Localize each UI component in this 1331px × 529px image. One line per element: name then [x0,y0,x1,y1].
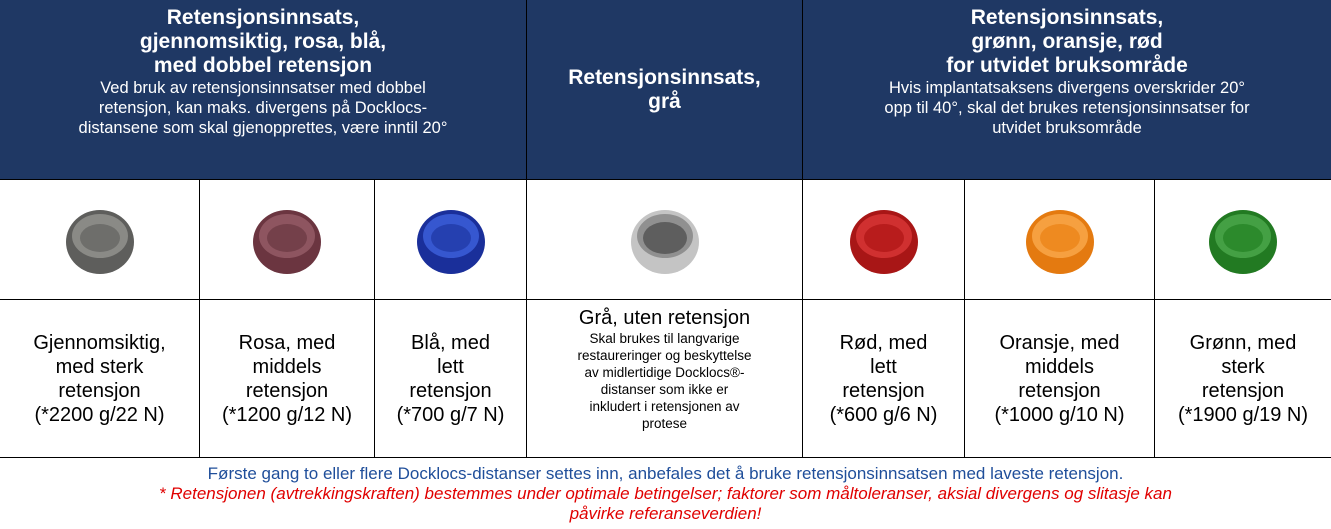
item-text: Rosa, med [238,331,336,354]
header-title: gjennomsiktig, rosa, blå, [139,30,387,53]
header-title: Retensjonsinnsats, [970,6,1164,29]
header-subtitle: opp til 40°, skal det brukes retensjonsi… [884,99,1250,117]
item-text: middels [1025,355,1094,378]
item-note: distanser som ikke er [600,382,729,397]
item-text: retensjon [245,379,329,402]
header-subtitle: retensjon, kan maks. divergens på Docklo… [98,99,428,117]
image-cell [803,180,965,300]
insert-image [65,209,134,274]
desc-cell: Oransje, med middels retensjon (*1000 g/10 … [965,300,1155,458]
insert-image [416,209,485,274]
item-text: retensjon [842,379,925,402]
item-text: retensjon [409,379,492,402]
header-cell: Retensjonsinnsats, gjennomsiktig, rosa, b… [0,0,527,180]
item-text: (*700 g/7 N) [396,403,505,426]
item-text: retensjon [58,379,141,402]
insert-image [1025,209,1094,274]
item-text: Oransje, med [999,331,1120,354]
footer-warning: * Retensjonen (avtrekkingskraften) beste… [159,483,1172,503]
item-text: sterk [1221,355,1265,378]
header-subtitle: Ved bruk av retensjonsinnsatser med dobb… [100,79,426,97]
header-title: for utvidet bruksområde [946,54,1188,77]
desc-cell: Gjennomsiktig, med sterk retensjon (*2200 g… [0,300,200,458]
desc-cell: Grå, uten retensjon Skal brukes til langv… [527,300,803,458]
header-title: Retensjonsinnsats, [166,6,360,29]
item-text: retensjon [1018,379,1101,402]
item-text: Gjennomsiktig, [33,331,166,354]
header-title: Retensjonsinnsats, [568,65,761,89]
header-title: grå [648,89,681,113]
footer-note: Første gang to eller flere Docklocs-dist… [207,463,1124,483]
desc-cell: Rød, med lett retensjon (*600 g/6 N) [803,300,965,458]
insert-image [1209,209,1277,274]
header-subtitle: utvidet bruksområde [992,119,1142,137]
desc-cell: Blå, med lett retensjon (*700 g/7 N) [375,300,527,458]
header-subtitle: Hvis implantatsaksens divergens overskri… [889,79,1245,97]
item-note: Skal brukes til langvarige [589,331,740,346]
image-cell [200,180,375,300]
item-text: Blå, med [411,331,490,354]
header-title: grønn, oransje, rød [971,30,1163,53]
image-cell [375,180,527,300]
item-text: (*1900 g/19 N) [1177,403,1309,426]
item-text: retensjon [1201,379,1285,402]
item-text: (*1200 g/12 N) [221,403,353,426]
item-text: Grå, uten retensjon [578,307,751,329]
image-cell [965,180,1155,300]
item-text: (*2200 g/22 N) [34,403,165,426]
item-text: (*600 g/6 N) [829,403,938,426]
desc-cell: Rosa, med middels retensjon (*1200 g/12 N) [200,300,375,458]
item-text: Rød, med [839,331,928,354]
header-cell: Retensjonsinnsats, grå [527,0,803,180]
item-note: restaureringer og beskyttelse [577,348,752,363]
item-text: Grønn, med [1189,331,1297,354]
item-note: protese [641,416,688,431]
insert-image [849,209,918,274]
item-note: inkludert i retensjonen av [589,399,740,414]
item-text: middels [252,355,322,378]
image-cell [527,180,803,300]
desc-cell: Grønn, med sterk retensjon (*1900 g/19 N) [1155,300,1331,458]
header-cell: Retensjonsinnsats, grønn, oransje, rød for… [803,0,1331,180]
insert-image [630,209,699,274]
item-text: lett [437,355,464,378]
footer-warning: påvirke referanseverdien! [569,503,762,523]
header-subtitle: distansene som skal gjenopprettes, være … [78,119,448,137]
item-note: av midlertidige Docklocs®- [584,365,745,380]
item-text: lett [870,355,897,378]
item-text: med sterk [55,355,144,378]
insert-image [253,209,321,274]
image-cell [1155,180,1331,300]
item-text: (*1000 g/10 N) [994,403,1125,426]
header-title: med dobbel retensjon [153,54,373,77]
image-cell [0,180,200,300]
footer: Første gang to eller flere Docklocs-dist… [0,458,1331,529]
